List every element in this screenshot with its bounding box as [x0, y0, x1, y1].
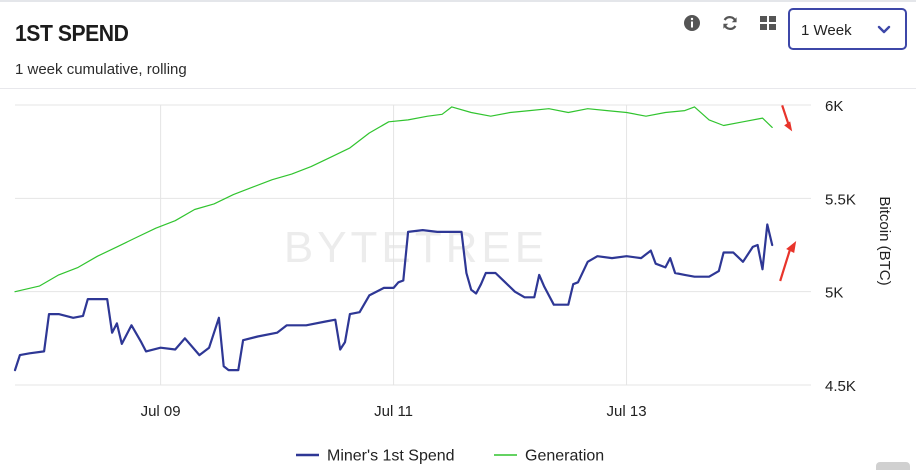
refresh-button[interactable]	[720, 13, 740, 33]
chart-legend: Miner's 1st Spend Generation	[296, 448, 604, 465]
y-tick-label: 5K	[825, 285, 843, 302]
y-axis-title: Bitcoin (BTC)	[876, 196, 893, 285]
y-tick-label: 4.5K	[825, 378, 856, 395]
header-divider	[0, 88, 916, 89]
y-tick-label: 5.5K	[825, 191, 856, 208]
annotation-arrow-down	[781, 105, 790, 124]
x-tick-label: Jul 11	[374, 403, 413, 420]
info-icon	[684, 15, 700, 31]
chevron-down-icon	[877, 25, 891, 34]
annotation-arrow-up	[779, 248, 792, 282]
refresh-icon	[723, 16, 737, 30]
chart-axes: 4.5K 5K 5.5K 6K Jul 09 Jul 11 Jul 13 Bitcoin (B…	[141, 98, 893, 420]
annotation-arrowhead-down	[784, 121, 793, 132]
x-tick-label: Jul 09	[141, 403, 181, 420]
scrollbar-thumb[interactable]	[876, 462, 910, 470]
page-subtitle: 1 week cumulative, rolling	[15, 61, 187, 78]
page-title: 1ST SPEND	[15, 20, 129, 46]
legend-label-generation: Generation	[525, 448, 604, 465]
legend-label-miners-1st-spend: Miner's 1st Spend	[327, 448, 455, 465]
top-rule	[0, 0, 916, 2]
y-tick-label: 6K	[825, 98, 843, 115]
series-line-generation	[14, 106, 773, 293]
x-tick-label: Jul 13	[607, 403, 647, 420]
series-line-miners-1st-spend	[13, 223, 774, 372]
chart-grid	[15, 104, 811, 386]
annotation-arrowhead-up	[786, 241, 797, 253]
time-range-select[interactable]: 1 Week	[788, 8, 907, 50]
info-button[interactable]	[682, 13, 702, 33]
grid-layout-button[interactable]	[758, 13, 778, 33]
grid-icon	[760, 16, 776, 30]
time-range-value: 1 Week	[801, 22, 852, 39]
chart-series	[13, 106, 774, 372]
chart-annotations	[779, 105, 797, 282]
